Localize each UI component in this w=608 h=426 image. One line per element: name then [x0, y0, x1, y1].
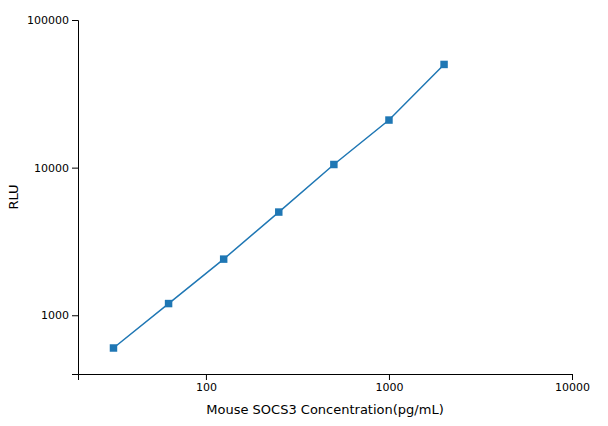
marker	[385, 116, 392, 123]
y-tick-mark	[72, 168, 78, 169]
y-tick-label: 10000	[34, 162, 69, 175]
marker	[220, 255, 227, 262]
x-tick-label: 100	[196, 381, 217, 394]
marker	[440, 61, 447, 68]
line	[113, 64, 444, 348]
x-axis: 100 1000 10000	[79, 374, 591, 394]
y-tick: 1000	[41, 309, 78, 322]
marker	[275, 208, 282, 215]
data-layer	[110, 61, 448, 352]
y-axis-title: RLU	[6, 184, 21, 209]
marker	[165, 300, 172, 307]
y-tick-mark	[72, 315, 78, 316]
x-tick: 100	[196, 374, 217, 394]
chart: 100 1000 10000 1000 10000 100000 Mouse SOCS3 C…	[0, 0, 608, 426]
y-tick-mark	[72, 20, 78, 21]
y-axis: 1000 10000 100000	[27, 14, 79, 374]
y-axis-line	[72, 21, 79, 375]
plot-area: 100 1000 10000 1000 10000 100000	[27, 14, 590, 394]
x-tick-mark	[389, 374, 390, 380]
x-axis-title: Mouse SOCS3 Concentration(pg/mL)	[206, 402, 443, 417]
marker	[110, 344, 117, 351]
x-tick-mark	[206, 374, 207, 380]
marker	[330, 161, 337, 168]
x-axis-line	[79, 375, 573, 381]
x-tick-label: 10000	[555, 381, 590, 394]
y-tick: 10000	[34, 162, 78, 175]
y-tick-label: 1000	[41, 309, 69, 322]
x-tick: 1000	[375, 374, 403, 394]
x-tick-label: 1000	[375, 381, 403, 394]
x-tick-mark	[572, 374, 573, 380]
y-tick-label: 100000	[27, 14, 69, 27]
y-tick: 100000	[27, 14, 78, 27]
x-tick: 10000	[555, 374, 590, 394]
